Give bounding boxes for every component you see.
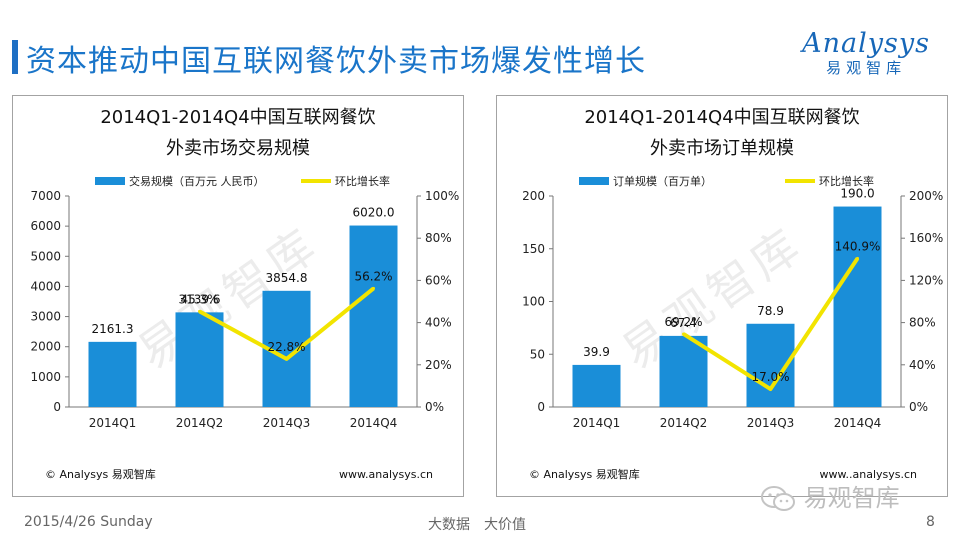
growth-rate-label: 45.3% xyxy=(180,292,218,306)
y-tick-label: 0 xyxy=(537,400,545,414)
y-tick-label: 7000 xyxy=(30,189,61,203)
y2-tick-label: 80% xyxy=(425,231,452,245)
bar-value-label: 78.9 xyxy=(757,304,784,318)
x-tick-label: 2014Q1 xyxy=(89,416,137,430)
y-tick-label: 200 xyxy=(522,189,545,203)
y2-tick-label: 40% xyxy=(425,316,452,330)
wechat-icon xyxy=(761,486,795,511)
y2-tick-label: 100% xyxy=(425,189,459,203)
x-tick-label: 2014Q2 xyxy=(176,416,224,430)
chart-title-line2: 外卖市场订单规模 xyxy=(650,138,794,159)
y2-tick-label: 160% xyxy=(909,231,943,245)
legend-line-label: 环比增长率 xyxy=(819,174,874,188)
y2-tick-label: 120% xyxy=(909,273,943,287)
bar-value-label: 6020.0 xyxy=(353,206,395,220)
slide-title: 资本推动中国互联网餐饮外卖市场爆发性增长 xyxy=(26,44,646,79)
growth-rate-label: 140.9% xyxy=(835,239,881,253)
y-tick-label: 150 xyxy=(522,242,545,256)
y-tick-label: 5000 xyxy=(30,249,61,263)
y2-tick-label: 20% xyxy=(425,358,452,372)
y2-tick-label: 200% xyxy=(909,189,943,203)
chart-title-line2: 外卖市场交易规模 xyxy=(166,138,310,159)
title-accent-bar xyxy=(12,40,18,74)
y-tick-label: 100 xyxy=(522,295,545,309)
y2-tick-label: 40% xyxy=(909,358,936,372)
bar-value-label: 3854.8 xyxy=(266,271,308,285)
x-tick-label: 2014Q3 xyxy=(747,416,795,430)
wechat-watermark: 易观智库 xyxy=(760,478,900,513)
legend-bar-swatch xyxy=(95,177,125,185)
y-tick-label: 6000 xyxy=(30,219,61,233)
page-number: 8 xyxy=(926,514,935,530)
chart-order-scale: 易观智库2014Q1-2014Q4中国互联网餐饮外卖市场订单规模订单规模（百万单… xyxy=(522,107,943,481)
growth-rate-point xyxy=(372,286,375,290)
bar-value-label: 190.0 xyxy=(840,187,874,201)
chart-panel-transaction: 易观智库 2014Q1-2014Q4中国互联网餐饮 外卖市场交易规模 交易规模（百万元… xyxy=(12,95,464,497)
x-tick-label: 2014Q4 xyxy=(350,416,398,430)
growth-rate-label: 22.8% xyxy=(267,340,305,354)
chart-source: © Analysys 易观智库 xyxy=(529,467,640,481)
bar-value-label: 2161.3 xyxy=(92,322,134,336)
chart-url: www..analysys.cn xyxy=(820,468,918,481)
logo-chinese: 易观智库 xyxy=(826,59,907,77)
bar-2014q4 xyxy=(349,225,398,407)
growth-rate-label: 17.0% xyxy=(751,370,789,384)
chart-panel-orders: 易观智库 2014Q1-2014Q4中国互联网餐饮 外卖市场订单规模 订单规模（百万单… xyxy=(496,95,948,497)
y2-tick-label: 80% xyxy=(909,316,936,330)
footer-slogan: 大数据 大价值 xyxy=(428,517,526,533)
bar-2014q2 xyxy=(175,312,224,407)
bar-value-label: 39.9 xyxy=(583,345,610,359)
y-tick-label: 2000 xyxy=(30,340,61,354)
y2-tick-label: 0% xyxy=(425,400,444,414)
bar-2014q4 xyxy=(833,206,882,407)
x-tick-label: 2014Q2 xyxy=(660,416,708,430)
bar-2014q1 xyxy=(88,341,137,407)
bar-value-label: 67.4 xyxy=(670,316,697,330)
y-tick-label: 3000 xyxy=(30,310,61,324)
chart-transaction-scale: 易观智库2014Q1-2014Q4中国互联网餐饮外卖市场交易规模交易规模（百万元… xyxy=(30,107,459,481)
x-tick-label: 2014Q1 xyxy=(573,416,621,430)
growth-rate-label: 56.2% xyxy=(354,269,392,283)
x-tick-label: 2014Q3 xyxy=(263,416,311,430)
x-tick-label: 2014Q4 xyxy=(834,416,882,430)
bar-2014q1 xyxy=(572,364,621,407)
analysys-logo: Analysys 易观智库 xyxy=(802,28,930,78)
y2-tick-label: 60% xyxy=(425,273,452,287)
chart-url: www.analysys.cn xyxy=(339,468,433,481)
growth-rate-label: 69.2% xyxy=(664,315,702,329)
chart-title-line1: 2014Q1-2014Q4中国互联网餐饮 xyxy=(584,107,859,128)
y-tick-label: 50 xyxy=(530,347,545,361)
chart-source: © Analysys 易观智库 xyxy=(45,467,156,481)
bar-2014q2 xyxy=(659,335,708,407)
growth-rate-point xyxy=(198,309,201,313)
growth-rate-point xyxy=(682,332,685,336)
legend-bar-swatch xyxy=(579,177,609,185)
y-tick-label: 4000 xyxy=(30,279,61,293)
logo-english: Analysys xyxy=(802,28,930,59)
y-tick-label: 0 xyxy=(53,400,61,414)
y-tick-label: 1000 xyxy=(30,370,61,384)
growth-rate-point xyxy=(285,357,288,361)
wechat-label: 易观智库 xyxy=(803,484,900,512)
footer-date: 2015/4/26 Sunday xyxy=(24,514,153,530)
legend-bar-label: 交易规模（百万元 人民币） xyxy=(129,174,265,188)
legend-line-label: 环比增长率 xyxy=(335,174,390,188)
bar-value-label: 3139.6 xyxy=(179,292,221,306)
chart-title-line1: 2014Q1-2014Q4中国互联网餐饮 xyxy=(100,107,375,128)
legend-bar-label: 订单规模（百万单） xyxy=(613,174,712,188)
growth-rate-point xyxy=(769,387,772,391)
y2-tick-label: 0% xyxy=(909,400,928,414)
growth-rate-point xyxy=(856,256,859,260)
